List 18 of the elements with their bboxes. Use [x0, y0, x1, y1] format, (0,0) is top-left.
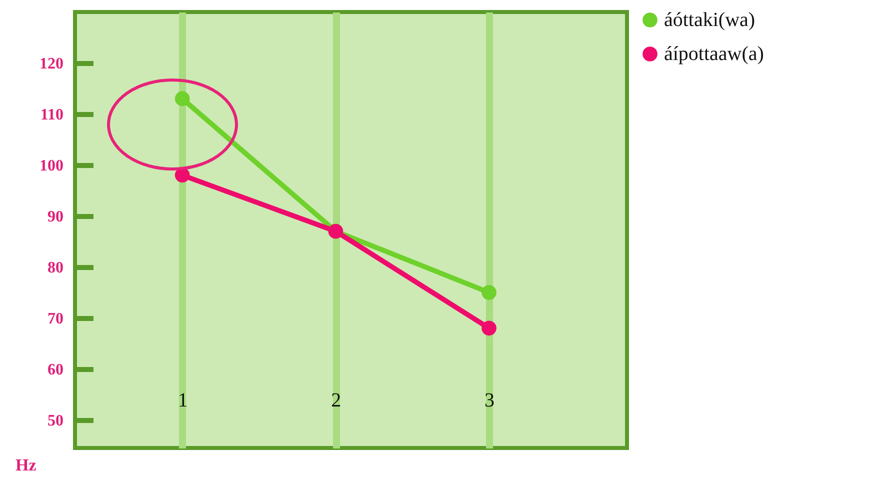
y-tick-label: 80	[48, 259, 64, 276]
y-tick-label: 100	[40, 157, 64, 174]
point	[482, 285, 496, 300]
y-tick-label: 60	[48, 361, 64, 378]
point	[174, 168, 190, 183]
legend-label: áóttaki(wa)	[664, 9, 756, 31]
y-axis-title: Hz	[16, 456, 37, 474]
point	[174, 91, 190, 106]
x-tick-label: 1	[178, 390, 188, 412]
point	[482, 320, 496, 336]
y-tick-label: 50	[48, 412, 64, 430]
x-tick-label: 3	[484, 390, 494, 412]
legend-label: áípottaaw(a)	[664, 43, 764, 65]
y-tick-label: 70	[48, 310, 64, 328]
y-tick-label: 110	[40, 106, 64, 124]
y-tick-label: 90	[48, 208, 64, 226]
x-tick-label: 2	[331, 390, 342, 412]
y-tick-label: 120	[40, 55, 64, 72]
